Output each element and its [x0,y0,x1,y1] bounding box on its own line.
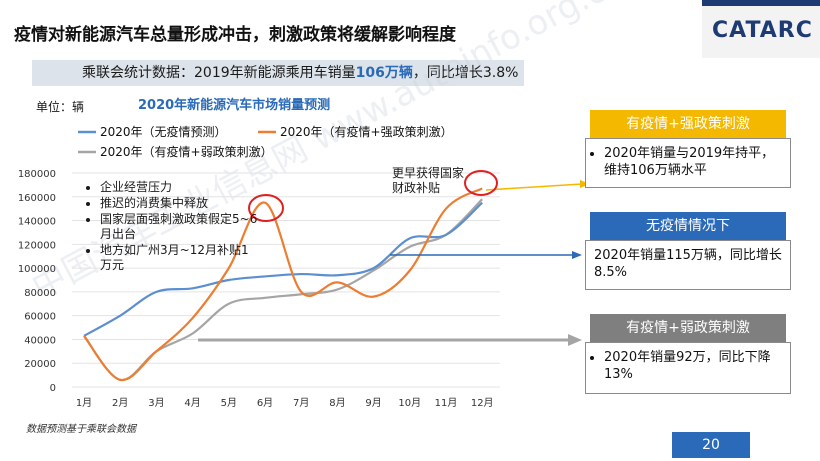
x-tick-label: 11月 [435,397,458,409]
chart-grid [72,172,500,388]
panel-body-weak-policy: 2020年销量92万，同比下降13% [585,342,791,394]
december-peak-circle [464,170,498,196]
bullet-item: 推迟的消费集中释放 [100,196,258,211]
y-tick-label: 100000 [18,264,56,275]
panel-body-strong-policy: 2020年销量与2019年持平，维持106万辆水平 [585,138,791,188]
y-tick-label: 40000 [24,335,56,346]
x-tick-label: 12月 [471,397,494,409]
x-tick-label: 10月 [398,397,421,409]
driver-bullets: 企业经营压力 推迟的消费集中释放 国家层面强刺激政策假定5~6月出台 地方如广州… [86,180,258,274]
page-number: 20 [672,432,750,458]
bullet-item: 国家层面强刺激政策假定5~6月出台 [100,212,258,242]
unit-label: 单位：辆 [36,100,85,114]
x-tick-label: 3月 [148,397,164,409]
bullet-item: 地方如广州3月~12月补贴1万元 [100,243,258,273]
y-tick-label: 160000 [18,193,56,204]
footnote: 数据预测基于乘联会数据 [26,424,136,435]
y-tick-label: 140000 [18,217,56,228]
logo-bar [702,0,820,6]
y-tick-label: 120000 [18,240,56,251]
chart-title: 2020年新能源汽车市场销量预测 [138,98,331,113]
y-tick-label: 20000 [24,359,56,370]
no-epidemic-arrowhead [572,251,582,259]
y-tick-labels: 0 20000 40000 60000 80000 100000 120000 140000 1… [18,169,56,394]
banner-suffix: ，同比增长3.8% [412,65,519,81]
y-tick-label: 180000 [18,169,56,180]
series-line-2 [83,187,483,381]
x-tick-label: 9月 [365,397,381,409]
chart-legend: 2020年（无疫情预测） 2020年（有疫情+强政策刺激） 2020年（有疫情+弱政… [78,124,453,159]
bullet-item: 企业经营压力 [100,180,258,195]
panel-text-strong-policy: 2020年销量与2019年持平，维持106万辆水平 [604,145,784,179]
x-tick-label: 5月 [221,397,237,409]
banner-prefix: 乘联会统计数据：2019年新能源乘用车销量 [82,65,356,81]
panel-body-no-epidemic: 2020年销量115万辆，同比增长8.5% [585,240,791,290]
x-tick-label: 4月 [184,397,200,409]
x-tick-label: 6月 [257,397,273,409]
legend-label: 2020年（有疫情+弱政策刺激） [100,144,273,159]
panel-text-weak-policy: 2020年销量92万，同比下降13% [604,349,784,383]
x-tick-label: 7月 [293,397,309,409]
june-peak-circle [248,194,284,222]
panel-header-strong-policy: 有疫情+强政策刺激 [590,110,786,138]
x-tick-labels: 1月 2月 3月 4月 5月 6月 7月 8月 9月 10月 11月 12月 [76,397,494,409]
weak-policy-arrowhead [568,334,582,346]
subsidy-note: 更早获得国家财政补贴 [392,166,465,195]
y-tick-label: 60000 [24,312,56,323]
y-tick-label: 80000 [24,288,56,299]
panel-header-no-epidemic: 无疫情情况下 [590,212,786,240]
x-tick-label: 8月 [329,397,345,409]
panel-text-no-epidemic: 2020年销量115万辆，同比增长8.5% [594,248,782,280]
x-tick-label: 1月 [76,397,92,409]
page-title: 疫情对新能源汽车总量形成冲击，刺激政策将缓解影响程度 [14,25,456,45]
legend-label: 2020年（有疫情+强政策刺激） [280,124,453,139]
stat-banner: 乘联会统计数据：2019年新能源乘用车销量106万辆，同比增长3.8% [32,60,524,86]
series-line-1 [83,201,483,337]
arrows [198,180,590,346]
catarc-logo: CATARC [712,18,813,43]
legend-label: 2020年（无疫情预测） [100,124,227,139]
y-tick-label: 0 [50,383,56,394]
logo-area [702,0,820,58]
x-tick-label: 2月 [112,397,128,409]
strong-policy-arrow [485,183,583,191]
banner-highlight: 106万辆 [355,65,413,81]
chart-lines [83,187,483,381]
panel-header-weak-policy: 有疫情+弱政策刺激 [590,314,786,342]
